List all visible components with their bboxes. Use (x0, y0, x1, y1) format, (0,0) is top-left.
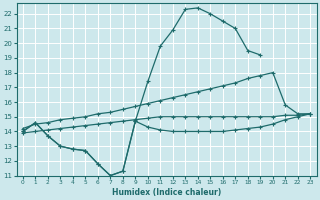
X-axis label: Humidex (Indice chaleur): Humidex (Indice chaleur) (112, 188, 221, 197)
